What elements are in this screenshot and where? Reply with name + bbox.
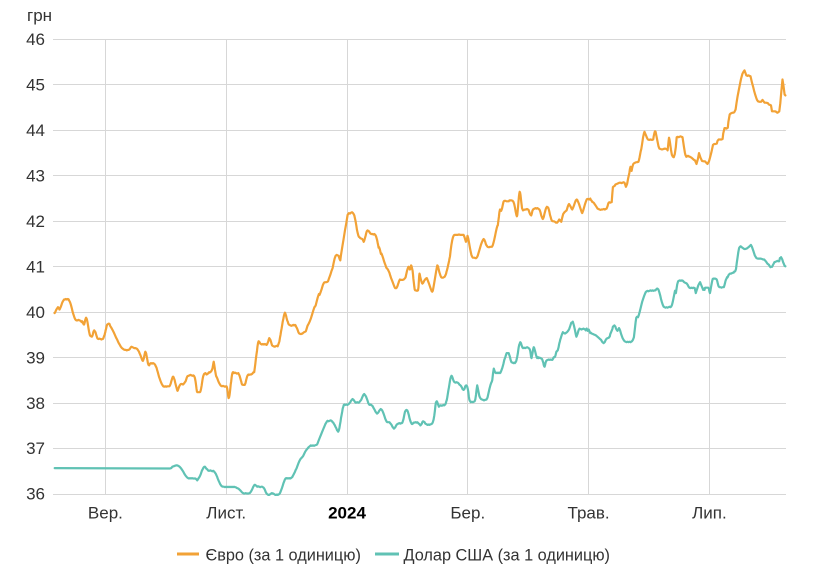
svg-text:45: 45 [26,76,45,95]
svg-text:Вер.: Вер. [88,504,123,523]
svg-text:41: 41 [26,257,45,276]
svg-text:грн: грн [27,6,52,25]
svg-text:Лип.: Лип. [692,504,727,523]
svg-text:42: 42 [26,212,45,231]
svg-text:38: 38 [26,394,45,413]
svg-text:Лист.: Лист. [206,504,246,523]
svg-text:37: 37 [26,439,45,458]
svg-text:Долар США (за 1 одиницю): Долар США (за 1 одиницю) [404,547,610,565]
svg-text:Бер.: Бер. [450,504,485,523]
svg-text:2024: 2024 [328,504,366,523]
svg-text:40: 40 [26,303,45,322]
svg-text:36: 36 [26,485,45,504]
svg-text:Євро (за 1 одиницю): Євро (за 1 одиницю) [206,547,361,565]
svg-text:43: 43 [26,167,45,186]
svg-text:Трав.: Трав. [568,504,610,523]
svg-text:39: 39 [26,348,45,367]
svg-text:46: 46 [26,30,45,49]
svg-text:44: 44 [26,121,45,140]
